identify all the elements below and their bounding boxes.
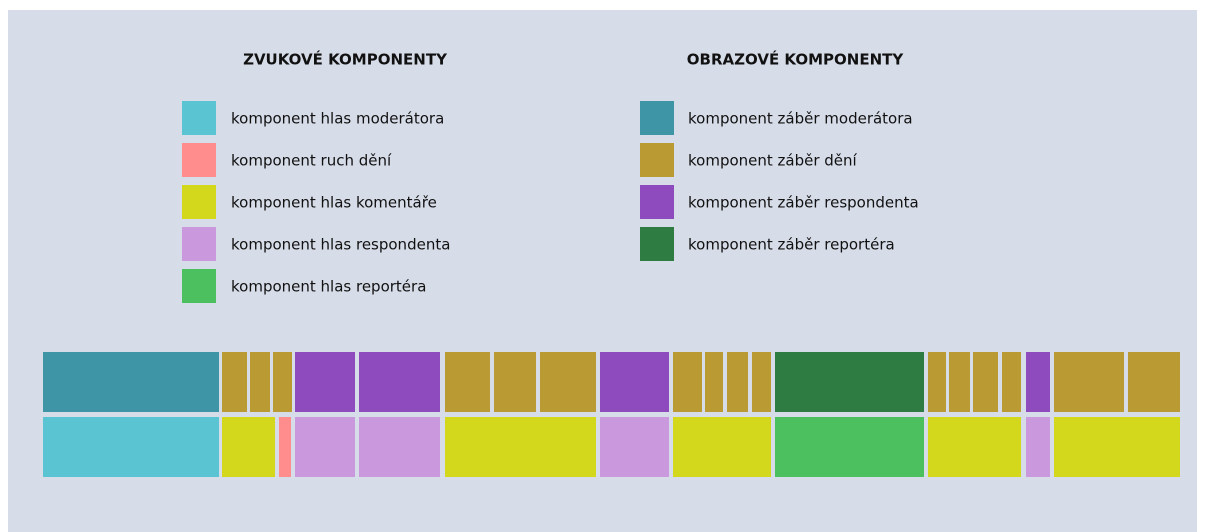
- audio-block: [673, 417, 771, 477]
- video-block: [273, 352, 292, 412]
- legend-label: komponent záběr dění: [688, 152, 858, 170]
- audio-block: [928, 417, 1021, 477]
- video-block: [752, 352, 771, 412]
- audio-title: ZVUKOVÉ KOMPONENTY: [243, 50, 448, 69]
- video-block: [673, 352, 702, 412]
- legend-swatch: [640, 227, 674, 261]
- audio-block: [1026, 417, 1050, 477]
- video-block: [43, 352, 219, 412]
- legend-swatch: [640, 143, 674, 177]
- video-block: [600, 352, 669, 412]
- legend-label: komponent ruch dění: [231, 152, 392, 170]
- audio-block: [222, 417, 275, 477]
- audio-block: [445, 417, 596, 477]
- video-block: [1054, 352, 1124, 412]
- legend-label: komponent záběr reportéra: [688, 236, 895, 254]
- legend-swatch: [640, 101, 674, 135]
- audio-block: [279, 417, 291, 477]
- video-title: OBRAZOVÉ KOMPONENTY: [687, 50, 905, 69]
- legend-label: komponent hlas respondenta: [231, 236, 450, 254]
- video-block: [928, 352, 946, 412]
- video-block: [727, 352, 748, 412]
- video-block: [949, 352, 970, 412]
- legend-swatch: [182, 143, 216, 177]
- video-block: [359, 352, 440, 412]
- video-block: [775, 352, 924, 412]
- legend-swatch: [182, 269, 216, 303]
- video-block: [250, 352, 270, 412]
- legend-swatch: [182, 101, 216, 135]
- video-block: [295, 352, 355, 412]
- legend-label: komponent hlas moderátora: [231, 110, 444, 128]
- legend-swatch: [182, 185, 216, 219]
- audio-block: [1054, 417, 1180, 477]
- legend-label: komponent záběr moderátora: [688, 110, 913, 128]
- audio-block: [295, 417, 355, 477]
- audio-block: [775, 417, 924, 477]
- video-block: [1128, 352, 1180, 412]
- video-block: [705, 352, 723, 412]
- video-block: [494, 352, 536, 412]
- video-block: [222, 352, 247, 412]
- video-block: [445, 352, 490, 412]
- legend-swatch: [640, 185, 674, 219]
- legend-swatch: [182, 227, 216, 261]
- audio-block: [359, 417, 440, 477]
- video-block: [1002, 352, 1021, 412]
- legend-label: komponent záběr respondenta: [688, 194, 919, 212]
- legend-label: komponent hlas komentáře: [231, 194, 437, 212]
- video-block: [1026, 352, 1050, 412]
- video-block: [973, 352, 998, 412]
- audio-block: [43, 417, 219, 477]
- legend-label: komponent hlas reportéra: [231, 278, 426, 296]
- video-block: [540, 352, 596, 412]
- audio-block: [600, 417, 669, 477]
